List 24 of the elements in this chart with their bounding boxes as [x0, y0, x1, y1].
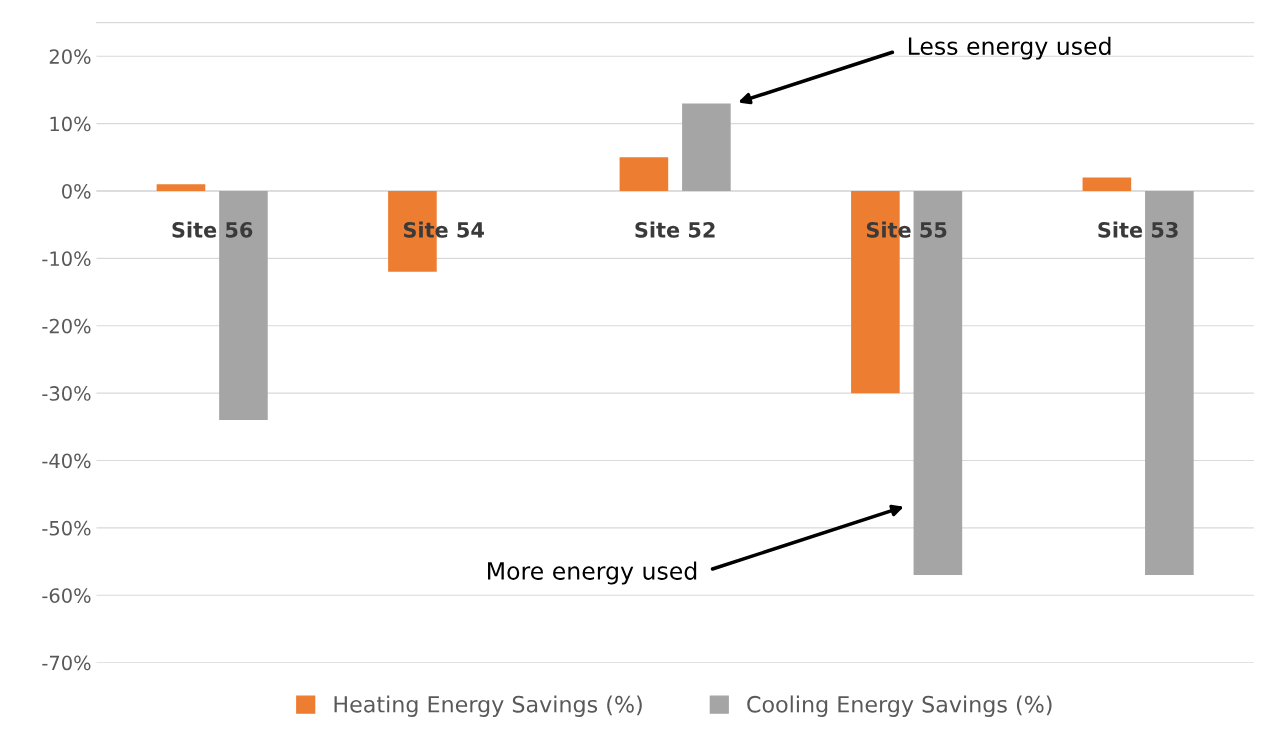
y-tick-label: -60% — [42, 588, 91, 603]
legend-label: Heating Energy Savings (%) — [334, 695, 642, 717]
bar — [682, 103, 731, 192]
bar — [219, 191, 268, 421]
y-tick-label: -30% — [42, 386, 91, 401]
x-tick-label: Site 52 — [635, 221, 715, 238]
legend-label: Cooling Energy Savings (%) — [747, 695, 1052, 717]
bar — [1082, 177, 1132, 192]
y-tick-label: -70% — [42, 655, 91, 671]
x-tick-label: Site 56 — [172, 221, 253, 238]
y-tick-label: 0% — [62, 183, 91, 199]
x-tick-label: Site 53 — [1098, 221, 1178, 238]
bar — [156, 184, 206, 192]
bar — [619, 157, 669, 192]
y-tick-label: -40% — [42, 453, 91, 469]
annotation: More energy used — [488, 561, 697, 585]
y-tick-label: -20% — [42, 318, 91, 334]
y-tick-label: -10% — [42, 251, 91, 267]
annotation: Less energy used — [908, 36, 1111, 60]
bar — [913, 191, 963, 576]
y-tick-label: 20% — [49, 49, 91, 64]
y-tick-label: -50% — [42, 520, 91, 536]
bar — [1145, 191, 1194, 576]
y-tick-label: 10% — [50, 116, 91, 132]
